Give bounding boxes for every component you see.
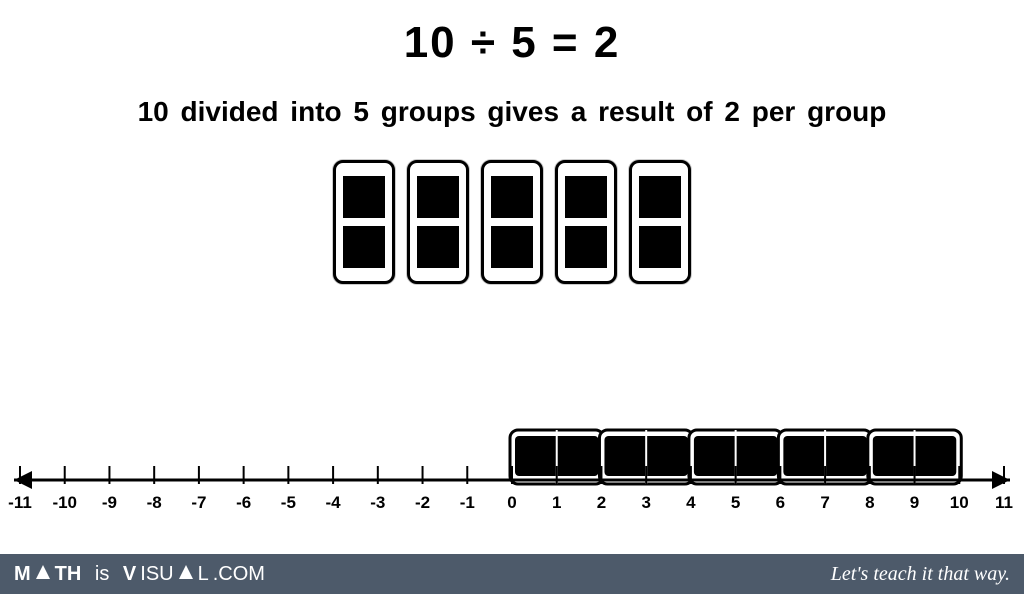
unit-square: [565, 226, 607, 268]
brand-m: M: [14, 563, 31, 586]
axis-tick-label: 11: [995, 493, 1013, 512]
axis-tick-label: 3: [641, 493, 650, 512]
triangle-icon: [35, 563, 51, 586]
axis-tick-label: -10: [52, 493, 77, 512]
brand-is: is: [95, 563, 109, 586]
brand-suffix: .COM: [213, 563, 265, 586]
axis-tick-label: 1: [552, 493, 561, 512]
number-line: -11-10-9-8-7-6-5-4-3-2-101234567891011: [0, 410, 1024, 550]
unit-square: [343, 176, 385, 218]
arrowhead-right-icon: [992, 471, 1010, 489]
footer-bar: M TH is VISU L.COM Let's teach it that way…: [0, 554, 1024, 594]
group-card: [407, 160, 469, 284]
unit-square: [417, 176, 459, 218]
axis-tick-label: -11: [8, 493, 32, 512]
equation-text: 10 ÷ 5 = 2: [0, 18, 1024, 68]
axis-tick-label: 8: [865, 493, 874, 512]
explanation-sentence: 10 divided into 5 groups gives a result …: [0, 96, 1024, 128]
group-card: [333, 160, 395, 284]
unit-square: [491, 176, 533, 218]
unit-square: [639, 176, 681, 218]
footer-tagline: Let's teach it that way.: [831, 563, 1010, 586]
triangle-icon: [178, 563, 194, 586]
unit-square: [491, 226, 533, 268]
axis-tick-label: 2: [597, 493, 606, 512]
group-card: [481, 160, 543, 284]
arrowhead-left-icon: [14, 471, 32, 489]
brand-logo: M TH is VISU L.COM: [14, 563, 265, 586]
axis-tick-label: -9: [102, 493, 117, 512]
axis-tick-label: -6: [236, 493, 251, 512]
axis-tick-label: -4: [326, 493, 342, 512]
axis-tick-label: -7: [191, 493, 206, 512]
axis-tick-label: -3: [370, 493, 385, 512]
group-card: [629, 160, 691, 284]
axis-tick-label: 10: [950, 493, 969, 512]
unit-square: [417, 226, 459, 268]
axis-tick-label: 5: [731, 493, 740, 512]
axis-tick-label: 6: [776, 493, 785, 512]
group-card: [555, 160, 617, 284]
brand-v: V: [123, 563, 136, 586]
axis-tick-label: 4: [686, 493, 696, 512]
brand-isu: ISU: [140, 563, 173, 586]
group-cards-row: [0, 160, 1024, 284]
axis-tick-label: -1: [460, 493, 475, 512]
brand-th: TH: [55, 563, 82, 586]
unit-square: [639, 226, 681, 268]
unit-square: [343, 226, 385, 268]
axis-tick-label: -2: [415, 493, 430, 512]
axis-tick-label: -5: [281, 493, 296, 512]
axis-tick-label: 0: [507, 493, 516, 512]
axis-tick-label: 9: [910, 493, 919, 512]
axis-tick-label: 7: [820, 493, 829, 512]
unit-square: [565, 176, 607, 218]
brand-l: L: [198, 563, 209, 586]
axis-tick-label: -8: [147, 493, 162, 512]
